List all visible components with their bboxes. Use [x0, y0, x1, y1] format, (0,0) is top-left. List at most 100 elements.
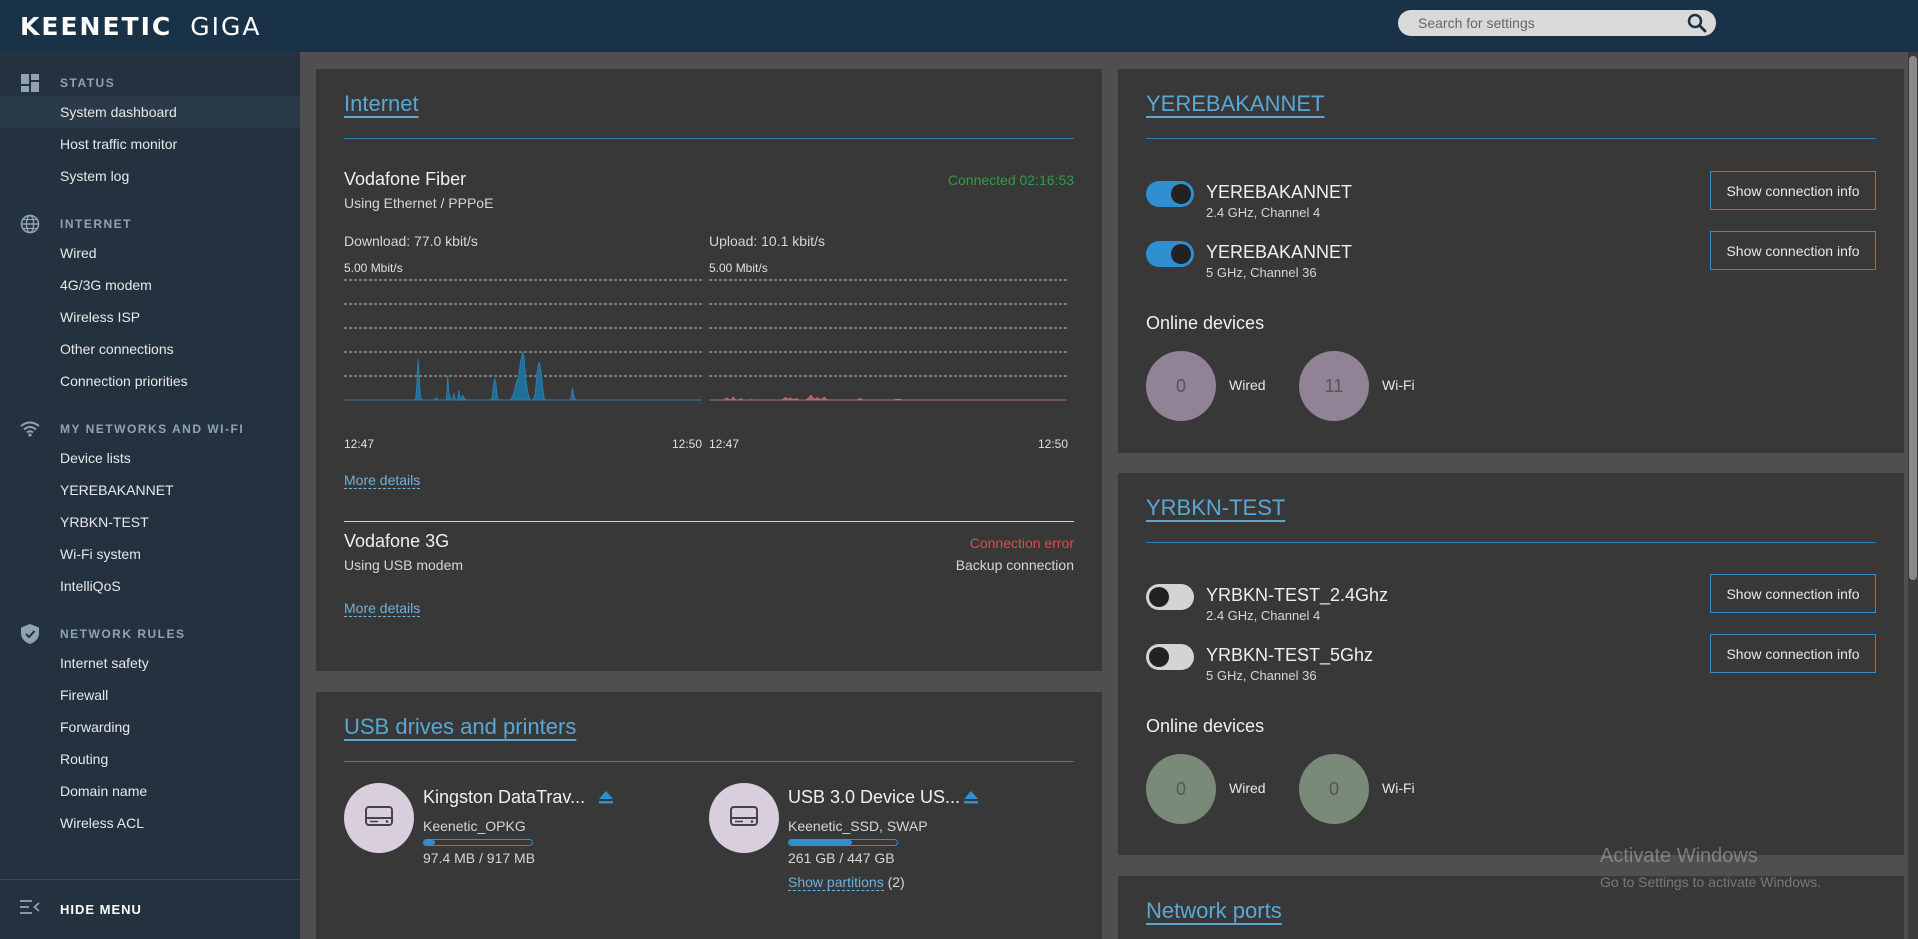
upload-time-start: 12:47 — [709, 437, 740, 451]
show-connection-info-button[interactable]: Show connection info — [1710, 634, 1876, 673]
backup-more-details-link[interactable]: More details — [344, 600, 421, 617]
backup-connection-status: Connection error — [969, 535, 1074, 551]
partitions-count: (2) — [887, 874, 905, 890]
upload-scale-label: 5.00 Mbit/s — [709, 261, 768, 275]
hard-drive-icon — [364, 805, 394, 832]
backup-connection-role: Backup connection — [955, 557, 1074, 573]
sidebar-item-firewall[interactable]: Firewall — [60, 687, 109, 703]
shield-icon — [20, 624, 40, 644]
eject-icon[interactable] — [963, 789, 979, 810]
sidebar-item-system-dashboard[interactable]: System dashboard — [0, 96, 300, 128]
sidebar: STATUS System dashboard Host traffic mon… — [0, 52, 300, 939]
wifi-network-name: YRBKN-TEST_2.4Ghz — [1206, 585, 1389, 605]
toggle-knob — [1149, 647, 1169, 667]
wifi-devices-count[interactable]: 11 — [1299, 351, 1369, 421]
eject-icon[interactable] — [598, 789, 614, 810]
scrollbar-thumb[interactable] — [1909, 56, 1917, 580]
usb-usage-bar — [788, 839, 898, 846]
wifi-devices-label: Wi-Fi — [1382, 780, 1415, 796]
wifi-network-detail: 2.4 GHz, Channel 4 — [1206, 205, 1321, 220]
wifi-network-name: YEREBAKANNET — [1206, 182, 1353, 202]
nav-section-header: NETWORK RULES — [0, 621, 300, 647]
search-icon[interactable] — [1687, 13, 1707, 33]
network-ports-card: Network ports — [1118, 876, 1904, 939]
wired-devices-label: Wired — [1229, 780, 1266, 796]
network-ports-title[interactable]: Network ports — [1146, 898, 1282, 923]
nav-section-internet: INTERNET Wired 4G/3G modem Wireless ISP … — [0, 192, 300, 397]
sidebar-item-domain-name[interactable]: Domain name — [60, 783, 148, 799]
hide-menu-button[interactable]: HIDE MENU — [0, 879, 300, 939]
nav-section-status: STATUS System dashboard Host traffic mon… — [0, 52, 300, 192]
sidebar-item-4g3g-modem[interactable]: 4G/3G modem — [60, 277, 152, 293]
wired-devices-label: Wired — [1229, 377, 1266, 393]
sidebar-item-forwarding[interactable]: Forwarding — [60, 719, 131, 735]
connection-status: Connected 02:16:53 — [947, 172, 1074, 188]
wifi-network-detail: 5 GHz, Channel 36 — [1206, 265, 1317, 280]
internet-card: Internet Vodafone Fiber Using Ethernet /… — [316, 69, 1102, 671]
download-chart — [344, 279, 702, 402]
sidebar-item-connection-priorities[interactable]: Connection priorities — [60, 373, 188, 389]
sidebar-item-wireless-isp[interactable]: Wireless ISP — [60, 309, 141, 325]
logo[interactable]: KEENETIC GIGA — [20, 12, 261, 41]
internet-card-title[interactable]: Internet — [344, 91, 419, 116]
nav-section-header: INTERNET — [0, 211, 300, 237]
sidebar-item-host-traffic-monitor[interactable]: Host traffic monitor — [60, 136, 178, 152]
sidebar-item-wired[interactable]: Wired — [60, 245, 97, 261]
download-time-start: 12:47 — [344, 437, 375, 451]
sidebar-item-wifi-system[interactable]: Wi-Fi system — [60, 546, 141, 562]
show-connection-info-button[interactable]: Show connection info — [1710, 231, 1876, 270]
windows-activation-watermark: Activate Windows Go to Settings to activ… — [1600, 845, 1821, 890]
online-devices-title: Online devices — [1146, 313, 1265, 333]
top-bar: KEENETIC GIGA — [0, 0, 1918, 52]
wifi-devices-count[interactable]: 0 — [1299, 754, 1369, 824]
wifi-toggle[interactable] — [1146, 584, 1194, 610]
more-details-link[interactable]: More details — [344, 472, 421, 489]
wifi-card-yerebakannet: YEREBAKANNET YEREBAKANNET 2.4 GHz, Chann… — [1118, 69, 1904, 453]
download-time-end: 12:50 — [672, 437, 703, 451]
show-connection-info-button[interactable]: Show connection info — [1710, 171, 1876, 210]
wifi-toggle[interactable] — [1146, 644, 1194, 670]
card-divider — [344, 761, 1074, 762]
wired-devices-count[interactable]: 0 — [1146, 754, 1216, 824]
wifi-network-detail: 5 GHz, Channel 36 — [1206, 668, 1317, 683]
sidebar-item-internet-safety[interactable]: Internet safety — [60, 655, 149, 671]
wired-devices-count[interactable]: 0 — [1146, 351, 1216, 421]
card-divider — [344, 138, 1074, 139]
download-speed: Download: 77.0 kbit/s — [344, 233, 478, 249]
wifi-network-name: YEREBAKANNET — [1206, 242, 1353, 262]
sidebar-item-wireless-acl[interactable]: Wireless ACL — [60, 815, 145, 831]
sidebar-item-yerebakannet[interactable]: YEREBAKANNET — [60, 482, 174, 498]
logo-model: GIGA — [190, 11, 262, 41]
wifi-toggle[interactable] — [1146, 181, 1194, 207]
show-partitions-link[interactable]: Show partitions — [788, 874, 884, 891]
usb-drive-icon-circle — [709, 783, 779, 853]
wifi-card-yrbkn-test: YRBKN-TEST YRBKN-TEST_2.4Ghz 2.4 GHz, Ch… — [1118, 473, 1904, 855]
sidebar-item-intelliqos[interactable]: IntelliQoS — [60, 578, 121, 594]
sidebar-item-system-log[interactable]: System log — [60, 168, 130, 184]
search-input[interactable] — [1398, 15, 1678, 31]
usb-drive-usage: 97.4 MB / 917 MB — [423, 850, 536, 866]
connection-divider — [344, 521, 1074, 522]
wifi-card-title[interactable]: YEREBAKANNET — [1146, 91, 1325, 116]
sidebar-item-yrbkn-test[interactable]: YRBKN-TEST — [60, 514, 149, 530]
usb-drive-name: Kingston DataTrav... — [423, 787, 586, 807]
wifi-icon — [20, 419, 40, 439]
sidebar-item-routing[interactable]: Routing — [60, 751, 109, 767]
more-details-wrap: More details — [344, 472, 421, 490]
connection-name: Vodafone Fiber — [344, 169, 467, 189]
sidebar-item-device-lists[interactable]: Device lists — [60, 450, 131, 466]
wifi-card-title[interactable]: YRBKN-TEST — [1146, 495, 1286, 520]
chart-series-area — [344, 351, 702, 402]
wifi-toggle[interactable] — [1146, 241, 1194, 267]
usb-card-title[interactable]: USB drives and printers — [344, 714, 577, 739]
backup-connection-type: Using USB modem — [344, 557, 464, 573]
sidebar-item-other-connections[interactable]: Other connections — [60, 341, 174, 357]
usb-drive-label: Keenetic_SSD, SWAP — [788, 818, 928, 834]
show-connection-info-button[interactable]: Show connection info — [1710, 574, 1876, 613]
connection-type: Using Ethernet / PPPoE — [344, 195, 494, 211]
backup-connection-name: Vodafone 3G — [344, 531, 450, 551]
card-divider — [1146, 542, 1876, 543]
nav-section-network-rules: NETWORK RULES Internet safety Firewall F… — [0, 602, 300, 839]
chart-series-area — [709, 394, 1067, 401]
hard-drive-icon — [729, 805, 759, 832]
